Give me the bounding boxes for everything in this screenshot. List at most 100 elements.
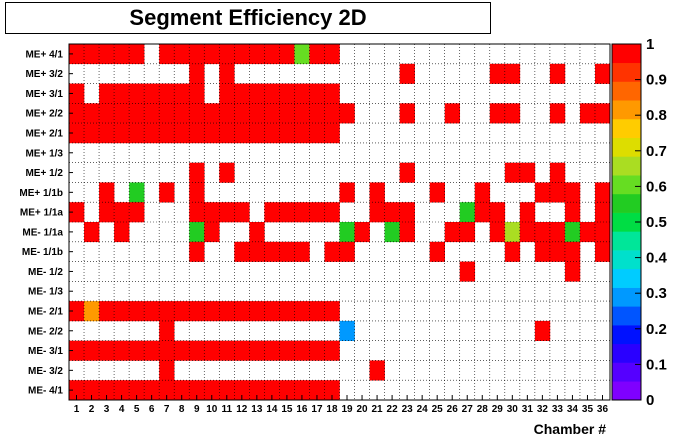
y-tick-label: ME+ 1/2 (25, 168, 63, 179)
heatmap-cell (204, 44, 220, 65)
color-scale-band (612, 137, 641, 157)
heatmap-cell (219, 44, 235, 65)
heatmap-cell (309, 301, 325, 322)
heatmap-cell (504, 63, 521, 84)
heatmap-cell (249, 44, 265, 65)
heatmap-cell (219, 301, 235, 322)
color-scale-band (612, 62, 641, 82)
heatmap-cell (159, 360, 175, 381)
heatmap-cell (249, 103, 265, 124)
y-tick-label: ME+ 3/2 (25, 69, 63, 80)
heatmap-cell (249, 222, 265, 243)
heatmap-cell (294, 202, 310, 223)
heatmap-cell (564, 182, 581, 203)
heatmap-cell (189, 301, 205, 322)
heatmap-cell (249, 83, 265, 104)
heatmap-cell (129, 123, 145, 144)
heatmap-cell (519, 222, 536, 243)
color-scale-label: 0.8 (646, 107, 667, 124)
heatmap-cell (69, 103, 85, 124)
heatmap-cell (234, 83, 250, 104)
x-axis-title: Chamber # (534, 421, 607, 437)
heatmap-cell (399, 162, 415, 183)
heatmap-cell (279, 241, 295, 262)
heatmap-cell (474, 182, 491, 203)
heatmap-cell (69, 202, 85, 223)
heatmap-cell (459, 261, 476, 282)
x-tick-label: 26 (447, 404, 459, 415)
x-tick-label: 31 (522, 404, 534, 415)
heatmap-cell (159, 380, 175, 401)
heatmap-cell (519, 162, 536, 183)
heatmap-cell (399, 202, 415, 223)
heatmap-cell (594, 241, 611, 262)
x-tick-label: 8 (179, 404, 185, 415)
x-tick-label: 36 (597, 404, 609, 415)
color-scale-label: 0.3 (646, 285, 667, 302)
x-tick-label: 16 (296, 404, 308, 415)
heatmap-cell (264, 380, 280, 401)
chart-title: Segment Efficiency 2D (5, 2, 491, 34)
heatmap-cell (189, 202, 205, 223)
x-tick-label: 32 (537, 404, 549, 415)
heatmap-cell (84, 44, 100, 65)
color-scale-band (612, 362, 641, 382)
x-tick-label: 10 (206, 404, 218, 415)
heatmap-cell (249, 241, 265, 262)
heatmap-cell (219, 83, 235, 104)
heatmap-cell (84, 222, 100, 243)
heatmap-cell (549, 182, 566, 203)
color-scale-label: 0.1 (646, 356, 667, 373)
heatmap-cell (84, 103, 100, 124)
heatmap-cell (204, 103, 220, 124)
x-tick-label: 20 (356, 404, 368, 415)
heatmap-cell (99, 103, 115, 124)
heatmap-cell (219, 123, 235, 144)
heatmap-cell (384, 222, 400, 243)
heatmap-cell (249, 123, 265, 144)
heatmap-cell (309, 103, 325, 124)
heatmap-cell (309, 44, 325, 65)
heatmap-cell (234, 340, 250, 361)
color-scale-band (612, 81, 641, 101)
x-tick-label: 9 (194, 404, 200, 415)
x-tick-label: 30 (507, 404, 519, 415)
heatmap-cell (324, 380, 340, 401)
color-scale-band (612, 325, 641, 345)
heatmap-cell (279, 340, 295, 361)
heatmap-cell (159, 103, 175, 124)
color-scale-band (612, 306, 641, 326)
heatmap-cell (219, 103, 235, 124)
color-scale-label: 0.9 (646, 72, 667, 89)
heatmap-cell (144, 83, 160, 104)
color-scale-band (612, 156, 641, 176)
heatmap-cell (354, 222, 370, 243)
y-tick-label: ME+ 1/1b (19, 188, 63, 199)
heatmap-cell (189, 241, 205, 262)
heatmap-cell (234, 123, 250, 144)
heatmap-cell (279, 202, 295, 223)
heatmap-cell (234, 380, 250, 401)
heatmap-cell (174, 340, 190, 361)
heatmap-cell (204, 380, 220, 401)
heatmap-cell (114, 44, 130, 65)
heatmap-cell (324, 241, 340, 262)
heatmap-cell (294, 301, 310, 322)
y-tick-label: ME- 1/3 (28, 287, 63, 298)
y-tick-label: ME- 4/1 (28, 386, 63, 397)
x-tick-label: 35 (582, 404, 594, 415)
y-tick-label: ME- 3/1 (28, 346, 63, 357)
heatmap-cell (144, 380, 160, 401)
heatmap-cell (114, 340, 130, 361)
heatmap-cell (579, 103, 596, 124)
heatmap-cell (174, 83, 190, 104)
heatmap-cell (534, 222, 551, 243)
y-tick-label: ME- 1/2 (28, 267, 63, 278)
y-tick-label: ME+ 2/1 (25, 129, 63, 140)
heatmap-cell (114, 222, 130, 243)
heatmap-cell (324, 301, 340, 322)
heatmap-cell (129, 103, 145, 124)
heatmap-cell (84, 123, 100, 144)
heatmap-cell (504, 241, 521, 262)
heatmap-cell (174, 301, 190, 322)
